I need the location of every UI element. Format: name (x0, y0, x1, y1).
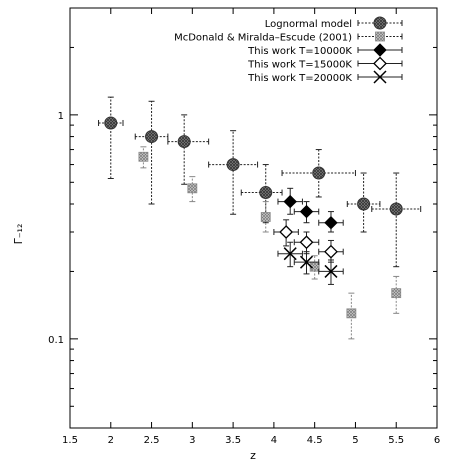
data-point (138, 151, 149, 162)
y-tick-label: 1 (58, 111, 64, 122)
data-point (226, 158, 240, 172)
x-tick-label: 3.5 (225, 435, 241, 446)
legend-label: McDonald & Miralda–Escude (2001) (174, 33, 352, 44)
data-point (299, 204, 314, 219)
x-tick-label: 1.5 (62, 435, 78, 446)
legend-marker (373, 56, 387, 71)
data-point (104, 116, 118, 130)
legend: Lognormal model McDonald & Miralda–Escude… (174, 16, 403, 84)
x-tick-label: 2.5 (144, 435, 160, 446)
series-2 (277, 187, 344, 233)
data-point (346, 308, 357, 319)
data-point (299, 235, 314, 250)
y-axis-label: Γ₋₁₂ (12, 224, 25, 245)
data-point (299, 255, 314, 269)
legend-label: This work T=20000K (247, 73, 352, 84)
series-4 (277, 241, 344, 285)
legend-marker (373, 16, 387, 30)
x-tick-label: 3 (189, 435, 195, 446)
data-point (324, 244, 338, 259)
series-layer (98, 96, 422, 340)
legend-marker (373, 43, 387, 57)
legend-label: This work T=15000K (247, 60, 352, 71)
legend-marker (373, 70, 387, 84)
y-tick-label: 0.1 (48, 335, 64, 346)
data-point (145, 130, 159, 144)
x-axis-label: z (250, 449, 256, 462)
data-point (324, 264, 338, 278)
x-tick-label: 5.5 (388, 435, 404, 446)
data-point (357, 197, 371, 211)
x-tick-label: 6 (434, 435, 440, 446)
series-3 (273, 219, 344, 263)
data-point (391, 288, 402, 299)
data-point (324, 216, 338, 230)
x-tick-label: 4 (271, 435, 277, 446)
data-point (283, 247, 297, 261)
data-point (177, 135, 191, 149)
data-point (389, 202, 403, 216)
series-1 (138, 146, 402, 340)
series-0 (98, 96, 422, 268)
legend-marker (375, 31, 385, 42)
legend-label: This work T=10000K (247, 46, 352, 57)
data-point (279, 225, 294, 239)
x-tick-label: 2 (108, 435, 114, 446)
data-point (187, 183, 198, 194)
data-point (259, 186, 273, 200)
plot-frame (69, 7, 438, 429)
x-tick-label: 5 (352, 435, 358, 446)
data-point (283, 194, 297, 209)
x-tick-label: 4.5 (307, 435, 323, 446)
axis-ticks: 1.5 2 2.5 3 3.5 4 4.5 5 5.5 6 1 0.1 (48, 7, 440, 446)
legend-label: Lognormal model (265, 19, 352, 30)
data-point (260, 212, 271, 222)
data-point (312, 166, 326, 180)
